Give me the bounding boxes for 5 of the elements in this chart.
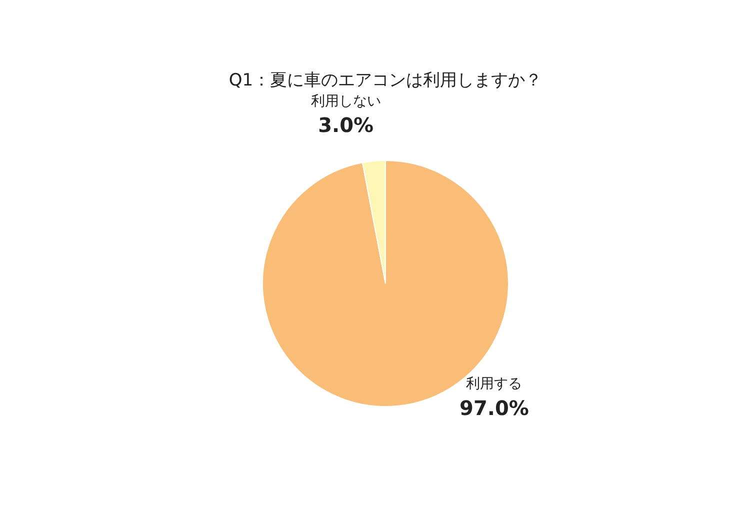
- data-label: 97.0%: [460, 396, 529, 420]
- data-label: 3.0%: [318, 113, 374, 138]
- slice-label: 利用しない: [310, 94, 381, 110]
- slice-label: 利用する: [466, 376, 522, 392]
- chart-title: Q1：夏に車のエアコンは利用しますか？: [228, 70, 542, 90]
